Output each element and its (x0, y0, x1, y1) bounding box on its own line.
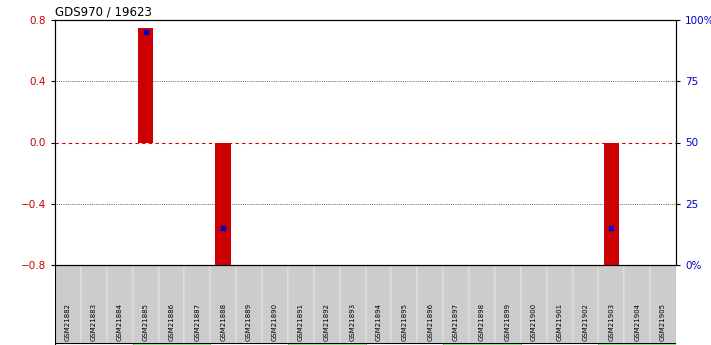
Text: GSM21904: GSM21904 (634, 304, 640, 342)
Bar (572, 265, 599, 343)
Text: GSM21893: GSM21893 (350, 303, 356, 342)
Text: GSM21895: GSM21895 (401, 304, 407, 342)
Bar (391, 265, 417, 343)
Bar (365, 343, 443, 345)
Bar (340, 265, 365, 343)
Bar (443, 265, 469, 343)
Text: GSM21901: GSM21901 (557, 303, 562, 342)
Bar (236, 265, 262, 343)
Bar (599, 343, 676, 345)
Bar (288, 265, 314, 343)
Text: GSM21899: GSM21899 (505, 303, 510, 342)
Text: GSM21889: GSM21889 (246, 303, 252, 342)
Text: GDS970 / 19623: GDS970 / 19623 (55, 6, 152, 19)
Bar (210, 265, 236, 343)
Bar (520, 265, 547, 343)
Text: GSM21891: GSM21891 (298, 303, 304, 342)
Text: GSM21892: GSM21892 (324, 304, 330, 342)
Bar (81, 265, 107, 343)
Bar (262, 265, 288, 343)
Text: GSM21886: GSM21886 (169, 303, 174, 342)
Bar (443, 343, 520, 345)
Bar (547, 265, 572, 343)
Text: GSM21888: GSM21888 (220, 303, 226, 342)
Text: GSM21894: GSM21894 (375, 304, 381, 342)
Bar (210, 343, 288, 345)
Text: GSM21898: GSM21898 (479, 303, 485, 342)
Bar (604, 142, 619, 268)
Bar (133, 265, 159, 343)
Text: GSM21885: GSM21885 (143, 304, 149, 342)
Bar (55, 265, 81, 343)
Bar (495, 265, 520, 343)
Bar (215, 142, 231, 268)
Text: GSM21897: GSM21897 (453, 303, 459, 342)
Text: GSM21887: GSM21887 (194, 303, 201, 342)
Bar (520, 343, 599, 345)
Bar (159, 265, 184, 343)
Text: GSM21900: GSM21900 (530, 303, 537, 342)
Bar (314, 265, 340, 343)
Text: GSM21884: GSM21884 (117, 304, 123, 342)
Bar (624, 265, 650, 343)
Bar (55, 343, 133, 345)
Bar (650, 265, 676, 343)
Bar (365, 265, 391, 343)
Text: GSM21902: GSM21902 (582, 304, 589, 342)
Text: GSM21883: GSM21883 (91, 303, 97, 342)
Text: GSM21882: GSM21882 (65, 304, 71, 342)
Bar (184, 265, 210, 343)
Bar (138, 28, 154, 142)
Text: GSM21903: GSM21903 (609, 303, 614, 342)
Bar (469, 265, 495, 343)
Text: GSM21890: GSM21890 (272, 303, 278, 342)
Text: GSM21896: GSM21896 (427, 303, 433, 342)
Bar (288, 343, 365, 345)
Bar (133, 343, 210, 345)
Bar (107, 265, 133, 343)
Bar (417, 265, 443, 343)
Bar (599, 265, 624, 343)
Text: GSM21905: GSM21905 (660, 304, 666, 342)
